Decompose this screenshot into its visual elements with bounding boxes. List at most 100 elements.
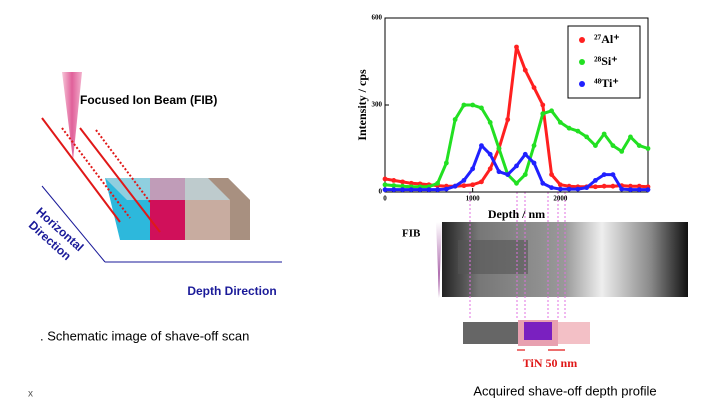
point [532, 161, 537, 166]
point [549, 172, 554, 177]
point [400, 187, 405, 192]
point [383, 177, 388, 182]
point [532, 85, 537, 90]
point [540, 181, 545, 186]
point [497, 146, 502, 151]
point [602, 172, 607, 177]
point [453, 117, 458, 122]
fib-label: FIB [402, 228, 421, 240]
point [584, 185, 589, 190]
point [391, 178, 396, 183]
schematic: Focused Ion Beam (FIB) Horizontal Direct… [23, 72, 282, 400]
point [567, 126, 572, 131]
x-tick-label: 1000 [466, 195, 481, 203]
point [637, 187, 642, 192]
corner-mark: x [28, 389, 33, 400]
point [628, 135, 633, 140]
point [488, 152, 493, 157]
page: {"chart_data": {"type": "scatter", "x_la… [0, 0, 704, 401]
point [575, 187, 580, 192]
y-tick-label: 300 [372, 101, 383, 109]
point [470, 182, 475, 187]
y-axis-label: Intensity / cps [355, 69, 369, 141]
point [514, 181, 519, 186]
point [584, 135, 589, 140]
point [567, 187, 572, 192]
point [637, 143, 642, 148]
point [479, 179, 484, 184]
point [435, 181, 440, 186]
point [540, 111, 545, 116]
point [646, 187, 651, 192]
left-caption: . Schematic image of shave-off scan [40, 328, 249, 343]
x-axis-label: Depth / nm [488, 207, 545, 221]
point [628, 187, 633, 192]
point [514, 164, 519, 169]
legend-label: ²⁸Si⁺ [594, 54, 618, 68]
tem-left [463, 322, 518, 344]
right-caption: Acquired shave-off depth profile [473, 383, 656, 398]
legend-label: ²⁷Al⁺ [594, 32, 620, 46]
point [470, 103, 475, 108]
point [444, 187, 449, 192]
point [611, 172, 616, 177]
fib-panel: FIB TiN 50 nm Acquired shave-off depth p… [402, 192, 688, 398]
legend-swatch [579, 59, 585, 65]
point [462, 178, 467, 183]
point [593, 178, 598, 183]
tem-core [524, 322, 552, 340]
point [470, 166, 475, 171]
point [435, 187, 440, 192]
chart: 0 300 600 0 1000 2000 Depth / nm Intensity / cp… [355, 14, 651, 221]
beam-label: Focused Ion Beam (FIB) [80, 93, 217, 107]
point [444, 161, 449, 166]
point [619, 187, 624, 192]
x-tick-label: 2000 [553, 195, 568, 203]
point [488, 120, 493, 125]
point [523, 68, 528, 73]
point [479, 143, 484, 148]
point [523, 152, 528, 157]
point [453, 184, 458, 189]
legend-swatch [579, 37, 585, 43]
point [575, 129, 580, 134]
point [558, 182, 563, 187]
y-tick-label: 0 [379, 188, 383, 196]
point [558, 187, 563, 192]
point [514, 45, 519, 50]
legend-swatch [579, 81, 585, 87]
point [488, 166, 493, 171]
point [540, 103, 545, 108]
legend-label: ⁴⁸Ti⁺ [594, 76, 619, 90]
fib-triangle [436, 222, 442, 298]
point [593, 184, 598, 189]
point [549, 108, 554, 113]
point [409, 187, 414, 192]
point [497, 169, 502, 174]
point [611, 143, 616, 148]
ion-beam-cone [62, 72, 82, 160]
depth-label: Depth Direction [187, 284, 276, 298]
point [391, 187, 396, 192]
point [558, 120, 563, 125]
point [418, 187, 423, 192]
point [602, 184, 607, 189]
tem-right [558, 322, 590, 344]
x-tick-label: 0 [383, 195, 387, 203]
point [462, 103, 467, 108]
y-tick-label: 600 [372, 14, 383, 22]
point [593, 143, 598, 148]
point [505, 117, 510, 122]
tin-label: TiN 50 nm [523, 356, 577, 370]
point [462, 183, 467, 188]
point [611, 184, 616, 189]
point [400, 179, 405, 184]
point [523, 172, 528, 177]
point [426, 187, 431, 192]
point [619, 149, 624, 154]
point [505, 172, 510, 177]
point [532, 143, 537, 148]
point [549, 185, 554, 190]
point [602, 132, 607, 137]
figure: Focused Ion Beam (FIB) Horizontal Direct… [0, 0, 704, 401]
